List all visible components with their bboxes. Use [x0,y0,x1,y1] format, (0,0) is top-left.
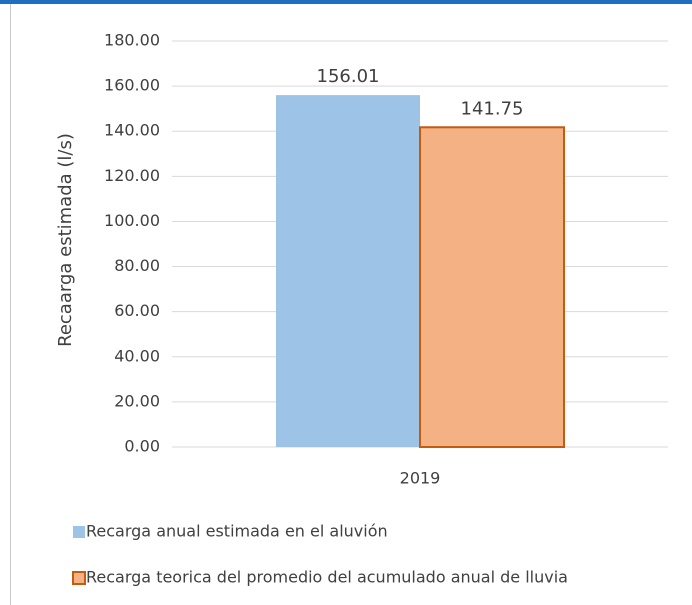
y-tick-label: 180.00 [104,31,160,50]
y-tick-label: 160.00 [104,76,160,95]
y-tick-label: 100.00 [104,211,160,230]
y-axis-label: Recaarga estimada (l/s) [55,133,76,347]
y-tick-label: 20.00 [114,391,160,410]
y-tick-label: 80.00 [114,256,160,275]
legend-swatch [73,526,85,538]
legend-label: Recarga teorica del promedio del acumula… [86,568,568,587]
bar [419,126,565,449]
data-label: 156.01 [317,66,380,87]
y-tick-label: 0.00 [124,437,160,456]
top-border [0,0,692,4]
data-label: 141.75 [461,98,524,119]
legend-label: Recarga anual estimada en el aluvión [86,522,388,541]
y-tick-label: 140.00 [104,121,160,140]
legend-swatch [72,571,86,585]
y-tick-label: 40.00 [114,346,160,365]
x-tick-label: 2019 [400,469,441,488]
y-tick-label: 120.00 [104,166,160,185]
bar [276,95,420,447]
y-tick-label: 60.00 [114,301,160,320]
